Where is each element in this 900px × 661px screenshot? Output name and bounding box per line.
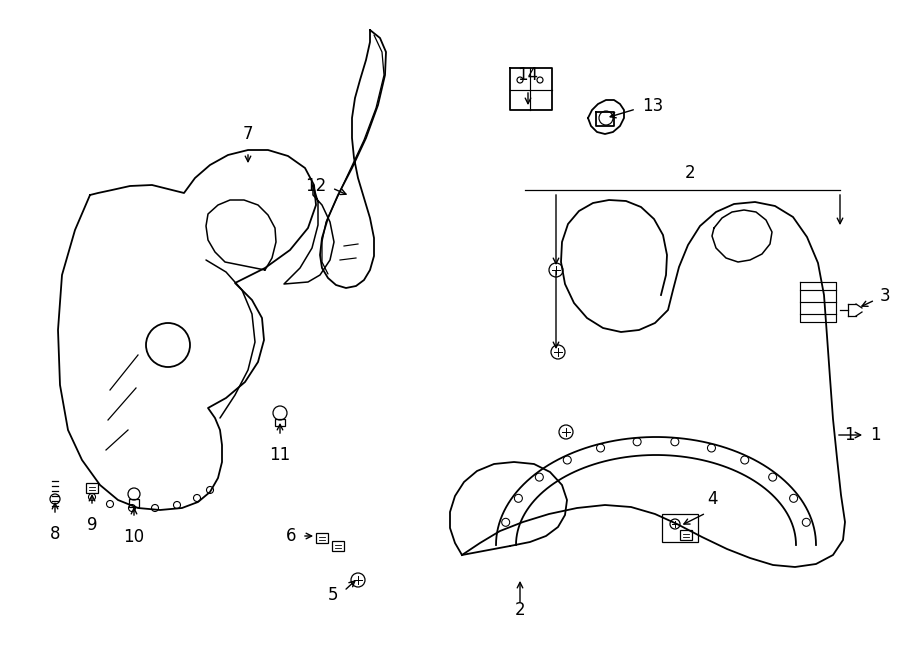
Text: 2: 2 [515, 601, 526, 619]
Text: 9: 9 [86, 516, 97, 534]
Text: 1: 1 [870, 426, 880, 444]
Bar [129, 499, 139, 507]
Text: 4: 4 [706, 490, 717, 508]
Bar [332, 541, 344, 551]
Text: 11: 11 [269, 446, 291, 464]
Bar [275, 419, 285, 426]
Bar [86, 483, 98, 493]
Text: 5: 5 [328, 586, 338, 604]
Text: 13: 13 [642, 97, 663, 115]
Bar [680, 530, 692, 540]
Text: 12: 12 [305, 177, 326, 195]
Text: 8: 8 [50, 525, 60, 543]
Text: 14: 14 [518, 66, 538, 84]
Text: 1: 1 [844, 426, 855, 444]
Text: 7: 7 [243, 125, 253, 143]
Text: 2: 2 [685, 164, 696, 182]
Bar [662, 514, 698, 542]
Bar [316, 533, 328, 543]
Text: 10: 10 [123, 528, 145, 546]
Text: 6: 6 [285, 527, 296, 545]
Text: 3: 3 [880, 287, 891, 305]
